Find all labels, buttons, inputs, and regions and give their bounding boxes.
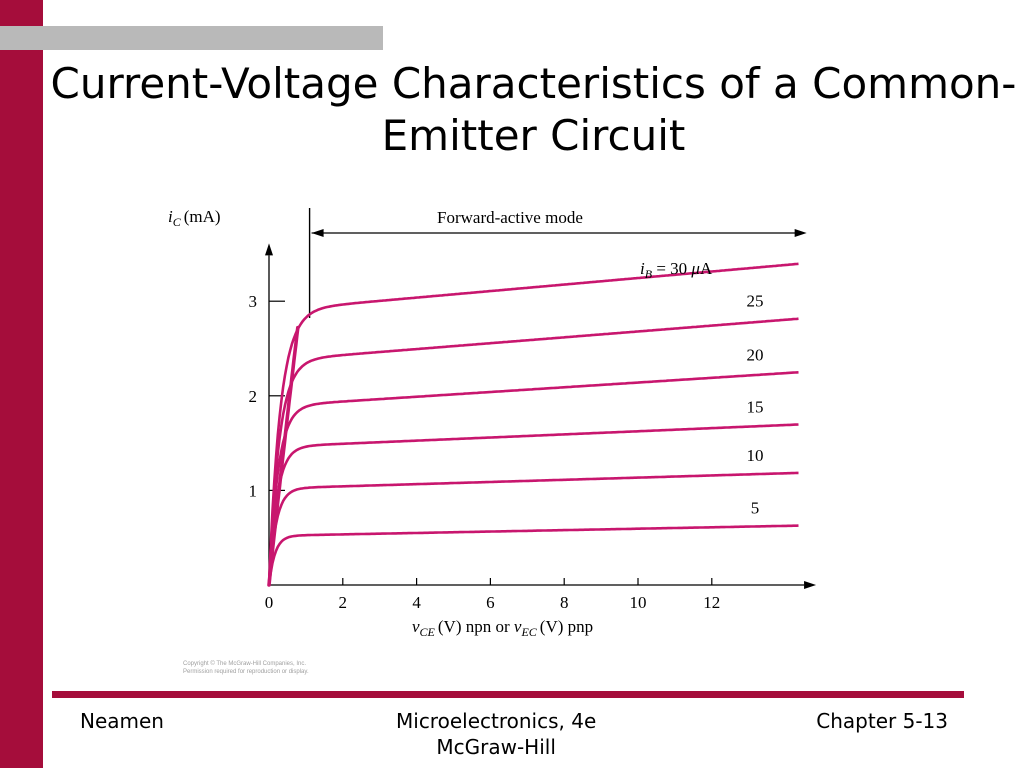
- left-accent-bar: [0, 0, 43, 768]
- x-tick-label: 8: [560, 593, 569, 612]
- x-axis-arrowhead: [804, 581, 817, 589]
- region-arrowhead-right: [794, 229, 807, 237]
- x-tick-label: 6: [486, 593, 495, 612]
- slide-title: Current-Voltage Characteristics of a Com…: [50, 59, 1017, 160]
- curve-label: 10: [747, 446, 764, 465]
- curve-label: 25: [747, 292, 764, 311]
- chart-labels: 25 20 15 10 5: [747, 292, 764, 518]
- chart-axes: [265, 208, 817, 589]
- copyright-line: Copyright © The McGraw-Hill Companies, I…: [183, 661, 307, 667]
- curve-label: 20: [747, 345, 764, 364]
- y-tick-label: 3: [249, 292, 258, 311]
- x-tick-label: 12: [703, 593, 720, 612]
- region-label: Forward-active mode: [437, 208, 583, 227]
- chart-axis-titles: iC (mA) vCE (V) npn or vEC (V) pnp Forward-…: [168, 207, 713, 639]
- ic-curve: [267, 471, 799, 586]
- chart-curves: [267, 262, 799, 587]
- x-tick-label: 10: [630, 593, 647, 612]
- ic-curve: [267, 371, 799, 586]
- x-tick-label: 2: [339, 593, 348, 612]
- ib-label: iB = 30 μA: [640, 259, 713, 281]
- x-axis-label: vCE (V) npn or vEC (V) pnp: [412, 617, 593, 639]
- y-tick-label: 1: [249, 481, 258, 500]
- saturation-edge: [267, 325, 300, 587]
- y-tick-label: 2: [249, 387, 258, 406]
- curve-label: 15: [747, 397, 764, 416]
- footer-publisher: McGraw-Hill: [436, 735, 556, 759]
- x-tick-label: 0: [265, 593, 274, 612]
- footer-book-title: Microelectronics, 4e: [396, 709, 597, 733]
- y-axis-arrowhead: [265, 243, 273, 256]
- region-arrowhead-left: [311, 229, 324, 237]
- ic-curve: [267, 262, 799, 586]
- footer-rule: [52, 691, 964, 698]
- curve-label: 5: [751, 499, 760, 518]
- permission-line: Permission required for reproduction or …: [183, 669, 309, 675]
- y-axis-label: iC (mA): [168, 207, 221, 229]
- copyright-notice: Copyright © The McGraw-Hill Companies, I…: [183, 660, 423, 676]
- footer-book: Microelectronics, 4e McGraw-Hill: [396, 708, 596, 760]
- ic-curve: [267, 317, 799, 586]
- ic-curve: [267, 524, 799, 586]
- top-gray-bar: [0, 26, 383, 50]
- x-tick-label: 4: [412, 593, 421, 612]
- footer-chapter: Chapter 5-13: [816, 709, 948, 733]
- ic-curve: [267, 423, 799, 586]
- footer-author: Neamen: [80, 709, 164, 733]
